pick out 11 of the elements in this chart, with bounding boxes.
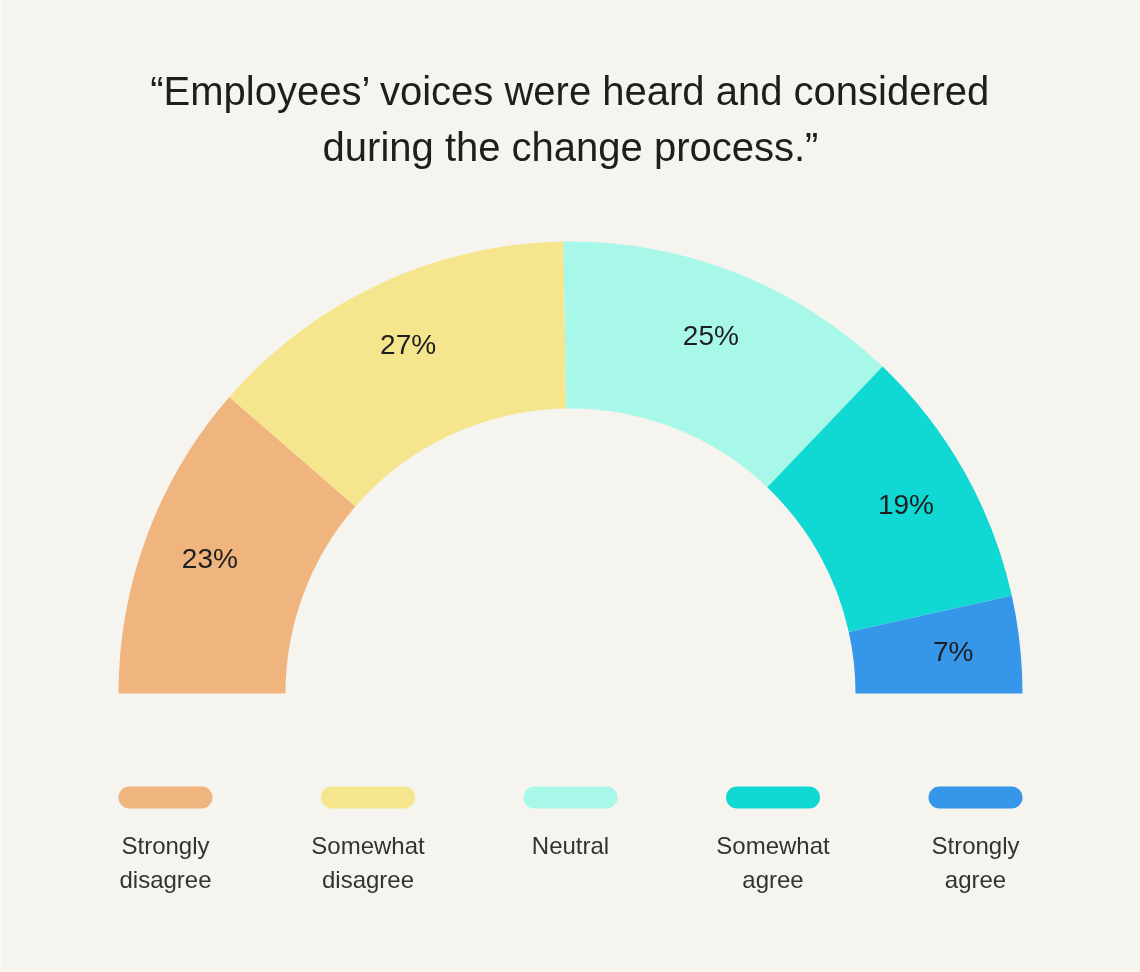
data-label: 25% <box>682 319 739 351</box>
chart-title: “Employees’ voices were heard and considered during the change process.” <box>150 68 990 169</box>
legend-label: Somewhat agree <box>716 832 831 893</box>
legend-label: Strongly agree <box>931 832 1020 893</box>
data-label: 19% <box>877 488 934 520</box>
legend-label: Strongly disagree <box>119 832 212 893</box>
legend-label: Neutral <box>531 832 610 859</box>
data-label: 7% <box>932 636 974 668</box>
legend-label: Somewhat disagree <box>311 832 426 893</box>
data-label: 27% <box>380 328 437 360</box>
data-label: 23% <box>181 543 238 575</box>
